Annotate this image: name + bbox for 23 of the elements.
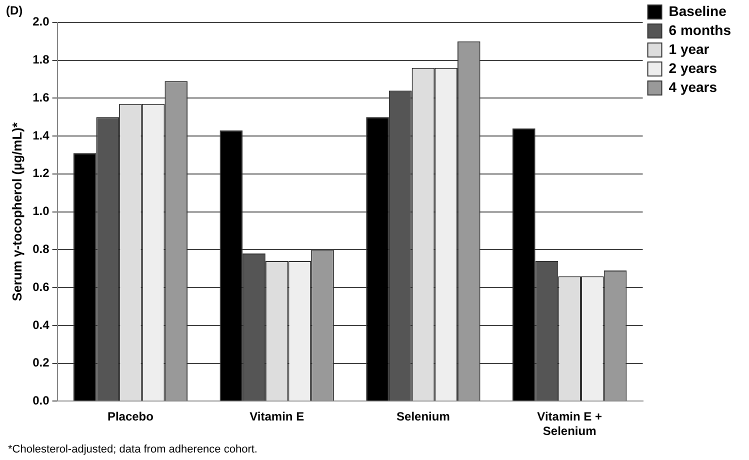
y-tick-label: 0.2 [32,356,50,370]
x-tick-label: Vitamin E [250,410,304,424]
x-tick-label: Vitamin E + Selenium [537,410,602,438]
legend-label: 1 year [668,40,710,57]
y-tick-label: 0.6 [32,280,50,294]
x-tick-label: Selenium [396,410,450,424]
legend-label: Baseline [668,2,727,19]
y-tick-label: 1.8 [32,52,50,67]
chart-title: (D) [6,4,23,18]
y-tick-label: 1.4 [32,128,50,142]
y-tick-label: 0.4 [32,318,50,332]
y-tick-label: 2.0 [32,14,50,29]
y-tick-label: 1.2 [32,166,50,180]
legend-label: 6 months [668,22,732,38]
y-tick-label: 0.0 [32,394,50,408]
legend-label: 2 years [668,60,718,76]
text: *Cholesterol-adjusted; data from adherence cohort. [8,444,258,456]
y-tick-label: 1.6 [32,90,50,104]
x-tick-label: Placebo [107,410,154,424]
y-tick-label: 1.0 [32,204,50,218]
y-tick-label: 0.8 [32,242,50,256]
y-axis-title: Serum γ-tocopherol (µg/mL)* [9,122,24,302]
legend-label: 4 years [668,78,718,95]
